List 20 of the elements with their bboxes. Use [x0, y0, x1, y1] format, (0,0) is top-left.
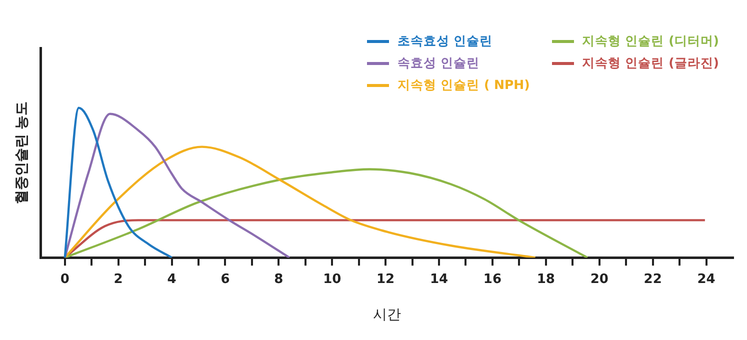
x-axis-title: 시간: [372, 307, 401, 324]
legend-label: 지속형 인슐린 (디터머): [582, 32, 719, 50]
x-tick-label: 16: [483, 272, 502, 287]
x-tick-label: 6: [220, 272, 230, 287]
x-tick-label: 20: [590, 272, 608, 287]
x-tick-label: 2: [114, 272, 123, 287]
x-tick-label: 18: [536, 272, 555, 287]
legend-label: 지속형 인슐린 (글라진): [582, 54, 719, 72]
y-axis-title: 혈중인슐린 농도: [14, 101, 30, 204]
x-tick-label: 4: [167, 272, 176, 287]
legend-label: 초속효성 인슐린: [397, 32, 493, 50]
legend-label: 속효성 인슐린: [397, 54, 480, 72]
x-tick-label: 24: [697, 272, 716, 287]
x-tick-label: 8: [274, 272, 284, 287]
x-tick-label: 0: [60, 272, 70, 287]
x-tick-label: 12: [376, 272, 395, 287]
x-tick-label: 22: [644, 272, 662, 287]
x-tick-label: 14: [430, 272, 448, 287]
x-tick-label: 10: [323, 272, 342, 287]
legend-label: 지속형 인슐린 ( NPH): [397, 76, 530, 94]
